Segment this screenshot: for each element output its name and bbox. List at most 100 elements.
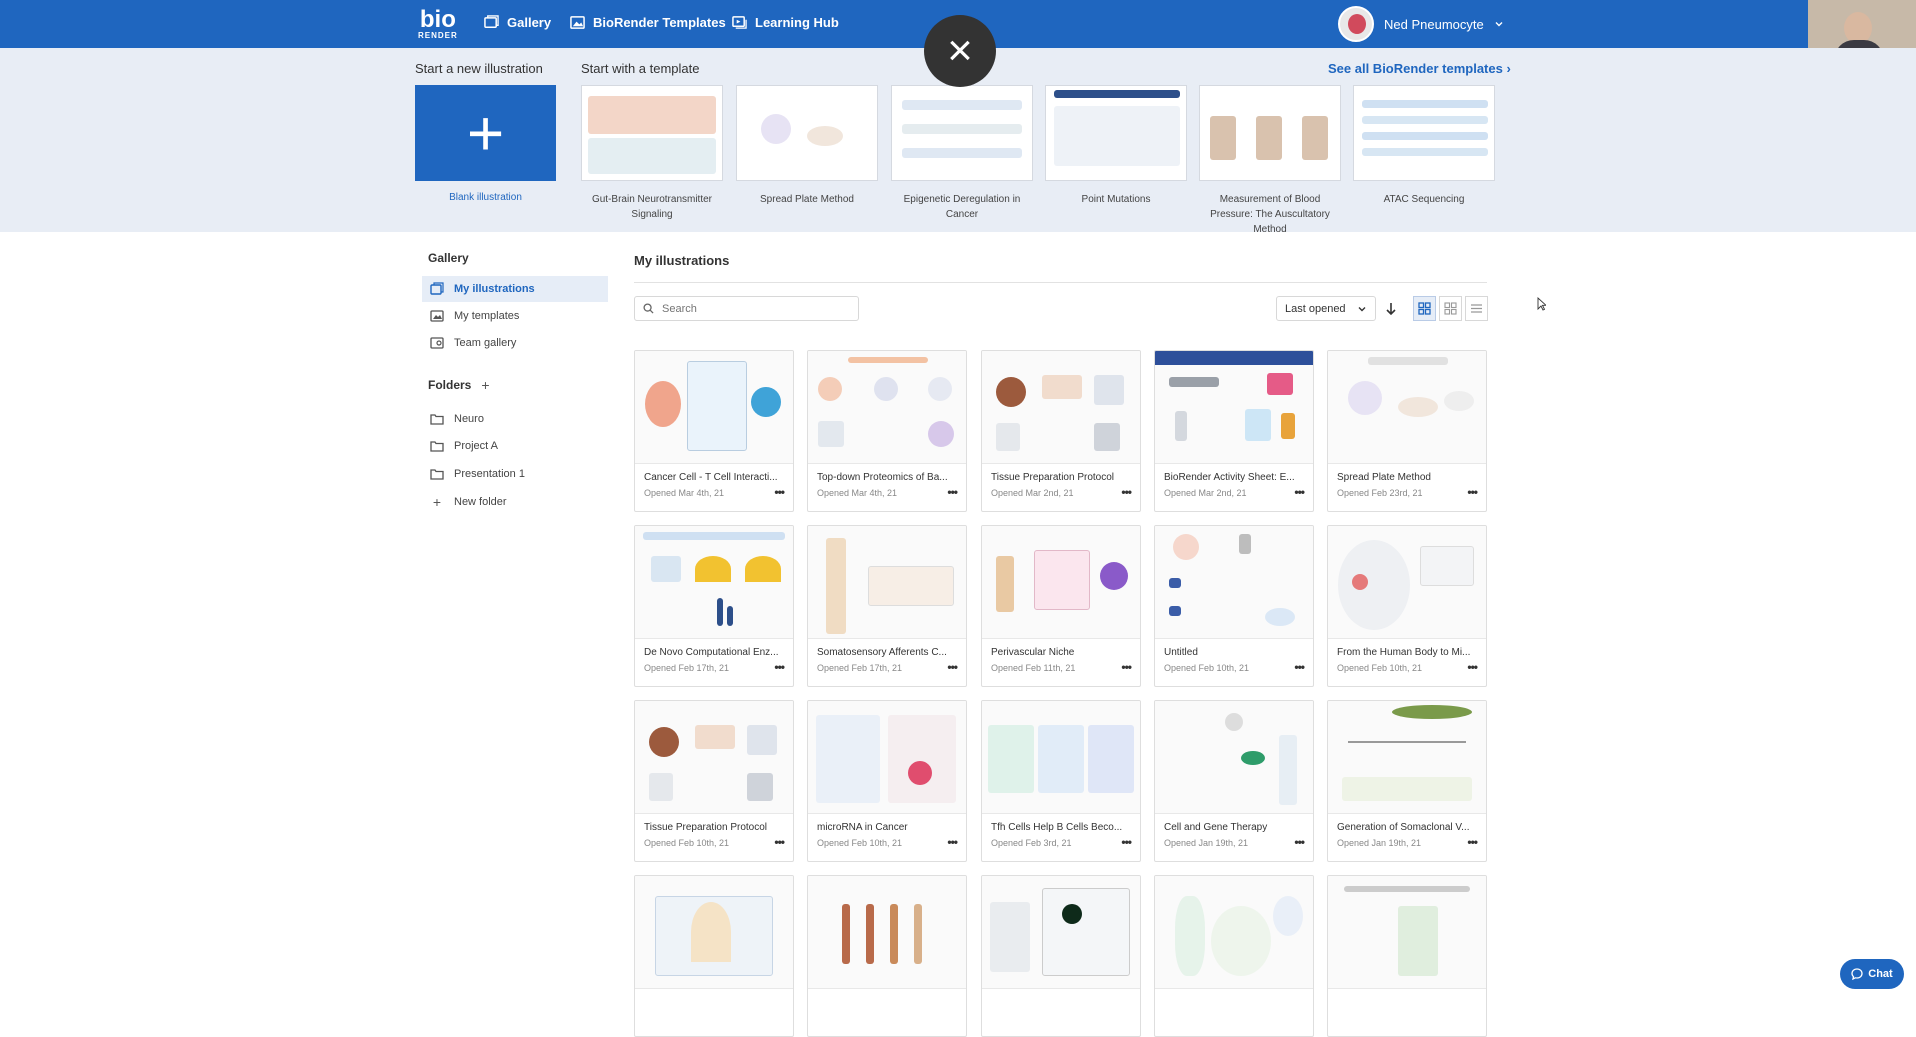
plus-icon: + xyxy=(432,494,442,510)
illustration-card[interactable]: De Novo Computational Enz... Opened Feb … xyxy=(634,525,794,687)
card-date: Opened Jan 19th, 21 xyxy=(1337,838,1422,848)
illustration-card[interactable] xyxy=(981,875,1141,1037)
close-button[interactable]: × xyxy=(924,15,996,87)
more-options-icon[interactable]: ••• xyxy=(1467,660,1478,674)
sidebar-item-my-templates[interactable]: My templates xyxy=(422,303,608,329)
card-date: Opened Feb 10th, 21 xyxy=(644,838,730,848)
sidebar-item-label: My illustrations xyxy=(454,283,535,295)
illustration-thumbnail xyxy=(982,876,1140,989)
folder-item-neuro[interactable]: Neuro xyxy=(422,406,608,432)
template-card[interactable] xyxy=(581,85,723,181)
card-date: Opened Feb 3rd, 21 xyxy=(991,838,1072,848)
more-options-icon[interactable]: ••• xyxy=(1294,835,1305,849)
view-small-grid-button[interactable] xyxy=(1439,296,1462,321)
user-name: Ned Pneumocyte xyxy=(1384,16,1484,32)
card-title: microRNA in Cancer xyxy=(817,822,908,833)
avatar xyxy=(1338,6,1374,42)
illustration-card[interactable]: Tissue Preparation Protocol Opened Mar 2… xyxy=(981,350,1141,512)
list-icon xyxy=(1471,304,1482,313)
more-options-icon[interactable]: ••• xyxy=(774,485,785,499)
more-options-icon[interactable]: ••• xyxy=(947,660,958,674)
more-options-icon[interactable]: ••• xyxy=(947,485,958,499)
illustration-card[interactable] xyxy=(1327,875,1487,1037)
search-input[interactable] xyxy=(662,302,842,315)
illustration-thumbnail xyxy=(1155,701,1313,814)
template-card[interactable] xyxy=(1199,85,1341,181)
illustration-card[interactable] xyxy=(807,875,967,1037)
illustration-thumbnail xyxy=(982,701,1140,814)
more-options-icon[interactable]: ••• xyxy=(1467,835,1478,849)
template-heading: Start with a template xyxy=(581,61,700,76)
illustration-card[interactable]: Top-down Proteomics of Ba... Opened Mar … xyxy=(807,350,967,512)
card-date: Opened Feb 10th, 21 xyxy=(1337,663,1423,673)
biorender-logo[interactable]: bio RENDER xyxy=(418,6,458,40)
sort-dropdown[interactable]: Last opened xyxy=(1276,296,1376,321)
mouse-cursor-icon xyxy=(1537,297,1546,311)
participant-face xyxy=(1844,12,1872,44)
more-options-icon[interactable]: ••• xyxy=(1294,660,1305,674)
illustration-card[interactable]: microRNA in Cancer Opened Feb 10th, 21 •… xyxy=(807,700,967,862)
search-box[interactable] xyxy=(634,296,859,321)
more-options-icon[interactable]: ••• xyxy=(1121,485,1132,499)
illustration-card[interactable]: Untitled Opened Feb 10th, 21 ••• xyxy=(1154,525,1314,687)
new-folder-button[interactable]: + New folder xyxy=(422,489,608,515)
sidebar-item-my-illustrations[interactable]: My illustrations xyxy=(422,276,608,302)
more-options-icon[interactable]: ••• xyxy=(774,660,785,674)
illustration-card[interactable]: Cell and Gene Therapy Opened Jan 19th, 2… xyxy=(1154,700,1314,862)
illustration-card[interactable]: Cancer Cell - T Cell Interacti... Opened… xyxy=(634,350,794,512)
illustration-card[interactable] xyxy=(634,875,794,1037)
template-card[interactable] xyxy=(736,85,878,181)
illustration-card[interactable]: Perivascular Niche Opened Feb 11th, 21 •… xyxy=(981,525,1141,687)
see-all-templates-link[interactable]: See all BioRender templates › xyxy=(1328,61,1511,76)
illustration-card[interactable] xyxy=(1154,875,1314,1037)
more-options-icon[interactable]: ••• xyxy=(1294,485,1305,499)
more-options-icon[interactable]: ••• xyxy=(774,835,785,849)
illustration-card[interactable]: Tissue Preparation Protocol Opened Feb 1… xyxy=(634,700,794,862)
card-date: Opened Mar 4th, 21 xyxy=(644,488,725,498)
user-menu[interactable]: Ned Pneumocyte xyxy=(1338,6,1504,42)
sidebar-item-label: My templates xyxy=(454,310,520,322)
more-options-icon[interactable]: ••• xyxy=(1121,660,1132,674)
card-title: Cancer Cell - T Cell Interacti... xyxy=(644,472,778,483)
more-options-icon[interactable]: ••• xyxy=(1467,485,1478,499)
folder-label: Presentation 1 xyxy=(454,468,525,480)
illustration-card[interactable]: Somatosensory Afferents C... Opened Feb … xyxy=(807,525,967,687)
view-large-grid-button[interactable] xyxy=(1413,296,1436,321)
close-icon: × xyxy=(947,26,973,75)
chat-button[interactable]: Chat xyxy=(1840,959,1904,989)
illustration-card[interactable]: Spread Plate Method Opened Feb 23rd, 21 … xyxy=(1327,350,1487,512)
blank-illustration-button[interactable]: + xyxy=(415,85,556,181)
nav-gallery[interactable]: Gallery xyxy=(484,15,551,30)
card-date: Opened Mar 2nd, 21 xyxy=(991,488,1074,498)
card-title: Perivascular Niche xyxy=(991,647,1075,658)
nav-learning-label: Learning Hub xyxy=(755,15,839,30)
sort-direction-button[interactable] xyxy=(1380,296,1402,321)
card-title: Tissue Preparation Protocol xyxy=(644,822,768,833)
learning-hub-icon xyxy=(732,16,747,29)
illustration-thumbnail xyxy=(1155,351,1313,464)
illustration-card[interactable]: Tfh Cells Help B Cells Beco... Opened Fe… xyxy=(981,700,1141,862)
card-title: Top-down Proteomics of Ba... xyxy=(817,472,948,483)
folder-icon xyxy=(430,414,444,425)
template-card[interactable] xyxy=(891,85,1033,181)
sidebar-item-team-gallery[interactable]: Team gallery xyxy=(422,330,608,356)
blank-illustration-label: Blank illustration xyxy=(449,192,522,203)
add-folder-icon[interactable]: + xyxy=(481,377,490,393)
nav-gallery-label: Gallery xyxy=(507,15,552,30)
folder-item-project-a[interactable]: Project A xyxy=(422,433,608,459)
illustration-card[interactable]: Generation of Somaclonal V... Opened Jan… xyxy=(1327,700,1487,862)
folder-item-presentation-1[interactable]: Presentation 1 xyxy=(422,461,608,487)
folders-heading: Folders + xyxy=(428,377,490,393)
illustration-card[interactable]: BioRender Activity Sheet: E... Opened Ma… xyxy=(1154,350,1314,512)
grid-large-icon xyxy=(1418,302,1431,315)
illustration-card[interactable]: From the Human Body to Mi... Opened Feb … xyxy=(1327,525,1487,687)
nav-biorender-templates[interactable]: BioRender Templates xyxy=(570,15,726,30)
more-options-icon[interactable]: ••• xyxy=(947,835,958,849)
template-card[interactable] xyxy=(1045,85,1187,181)
more-options-icon[interactable]: ••• xyxy=(1121,835,1132,849)
template-card[interactable] xyxy=(1353,85,1495,181)
view-list-button[interactable] xyxy=(1465,296,1488,321)
plus-icon: + xyxy=(466,97,505,169)
nav-learning-hub[interactable]: Learning Hub xyxy=(732,15,839,30)
grid-small-icon xyxy=(1444,302,1457,315)
